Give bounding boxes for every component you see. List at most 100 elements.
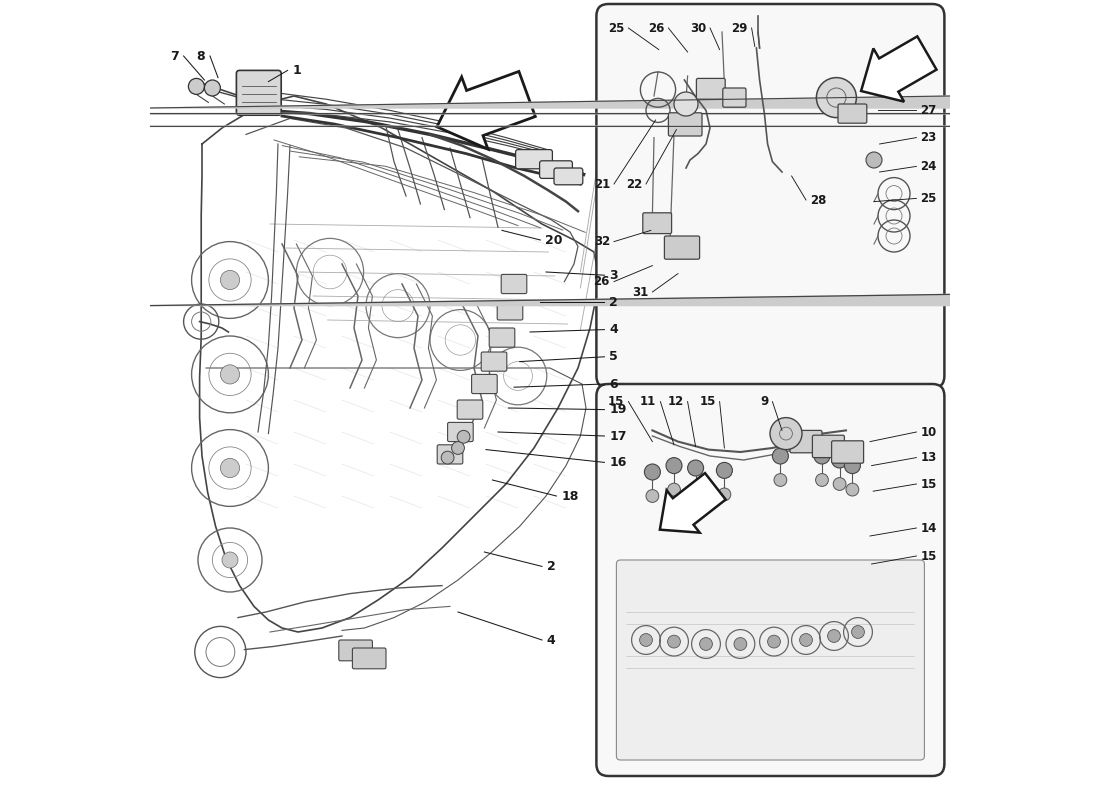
Text: 11: 11 — [640, 395, 657, 408]
Circle shape — [674, 92, 698, 116]
Circle shape — [639, 634, 652, 646]
Text: 16: 16 — [609, 456, 627, 469]
Text: 23: 23 — [921, 131, 936, 144]
Circle shape — [774, 474, 786, 486]
Circle shape — [833, 478, 846, 490]
FancyBboxPatch shape — [696, 78, 725, 99]
Text: 4: 4 — [547, 634, 556, 646]
Text: 28: 28 — [810, 194, 826, 206]
Circle shape — [770, 418, 802, 450]
FancyBboxPatch shape — [236, 70, 282, 115]
Circle shape — [768, 635, 780, 648]
Circle shape — [815, 474, 828, 486]
Text: 26: 26 — [594, 275, 610, 288]
FancyBboxPatch shape — [339, 640, 373, 661]
FancyBboxPatch shape — [596, 384, 945, 776]
Text: 4: 4 — [609, 323, 618, 336]
Circle shape — [646, 490, 659, 502]
Text: 29: 29 — [732, 22, 748, 34]
Text: 31: 31 — [632, 286, 648, 298]
FancyBboxPatch shape — [540, 161, 572, 178]
Text: 3: 3 — [609, 269, 618, 282]
Text: 12: 12 — [668, 395, 683, 408]
FancyBboxPatch shape — [458, 400, 483, 419]
Text: 15: 15 — [921, 478, 937, 490]
Text: 21: 21 — [594, 178, 610, 190]
Circle shape — [441, 451, 454, 464]
FancyBboxPatch shape — [554, 168, 583, 185]
Text: 15: 15 — [921, 550, 937, 562]
Polygon shape — [437, 71, 536, 149]
Circle shape — [645, 464, 660, 480]
FancyBboxPatch shape — [664, 236, 700, 259]
Text: 2: 2 — [609, 296, 618, 309]
FancyBboxPatch shape — [481, 352, 507, 371]
Circle shape — [668, 483, 681, 496]
FancyBboxPatch shape — [723, 88, 746, 107]
Text: 2: 2 — [547, 560, 556, 573]
FancyBboxPatch shape — [669, 113, 702, 136]
Text: 32: 32 — [594, 235, 610, 248]
Circle shape — [772, 448, 789, 464]
Text: 14: 14 — [921, 522, 937, 534]
Polygon shape — [150, 92, 1100, 112]
Circle shape — [222, 552, 238, 568]
Circle shape — [814, 448, 830, 464]
Text: 8: 8 — [197, 50, 206, 62]
Text: 24: 24 — [921, 160, 937, 173]
Circle shape — [668, 635, 681, 648]
Circle shape — [851, 626, 865, 638]
Text: 1: 1 — [293, 64, 301, 77]
Circle shape — [734, 638, 747, 650]
Text: 7: 7 — [170, 50, 179, 62]
FancyBboxPatch shape — [497, 301, 522, 320]
Circle shape — [716, 462, 733, 478]
FancyBboxPatch shape — [832, 441, 864, 463]
Circle shape — [846, 483, 859, 496]
Circle shape — [827, 630, 840, 642]
Polygon shape — [150, 114, 1100, 138]
Text: 6: 6 — [609, 378, 618, 390]
Text: 18: 18 — [561, 490, 579, 502]
Text: 9: 9 — [760, 395, 769, 408]
FancyBboxPatch shape — [472, 374, 497, 394]
Text: 20: 20 — [546, 234, 563, 246]
Circle shape — [690, 486, 702, 498]
Circle shape — [188, 78, 205, 94]
Text: 25: 25 — [608, 22, 625, 34]
FancyBboxPatch shape — [642, 213, 672, 234]
Text: 5: 5 — [609, 350, 618, 363]
FancyBboxPatch shape — [616, 560, 924, 760]
FancyBboxPatch shape — [838, 104, 867, 123]
Circle shape — [220, 458, 240, 478]
Text: 19: 19 — [609, 403, 627, 416]
Circle shape — [688, 460, 704, 476]
Circle shape — [220, 365, 240, 384]
Text: 22: 22 — [626, 178, 642, 190]
FancyBboxPatch shape — [490, 328, 515, 347]
Circle shape — [866, 152, 882, 168]
Circle shape — [816, 78, 857, 118]
Text: 26: 26 — [648, 22, 664, 34]
FancyBboxPatch shape — [502, 274, 527, 294]
FancyBboxPatch shape — [448, 422, 473, 442]
Circle shape — [220, 270, 240, 290]
Polygon shape — [150, 290, 1100, 306]
Circle shape — [718, 488, 730, 501]
Text: 10: 10 — [921, 426, 936, 438]
FancyBboxPatch shape — [596, 4, 945, 388]
Polygon shape — [150, 126, 1100, 150]
Text: 17: 17 — [609, 430, 627, 442]
Circle shape — [800, 634, 813, 646]
Text: 15: 15 — [608, 395, 625, 408]
FancyBboxPatch shape — [516, 150, 552, 169]
FancyBboxPatch shape — [813, 435, 845, 458]
FancyBboxPatch shape — [437, 445, 463, 464]
Text: 15: 15 — [700, 395, 716, 408]
Circle shape — [845, 458, 860, 474]
Circle shape — [458, 430, 470, 443]
Circle shape — [205, 80, 220, 96]
FancyBboxPatch shape — [790, 430, 822, 453]
Circle shape — [832, 452, 848, 468]
Text: 30: 30 — [690, 22, 706, 34]
